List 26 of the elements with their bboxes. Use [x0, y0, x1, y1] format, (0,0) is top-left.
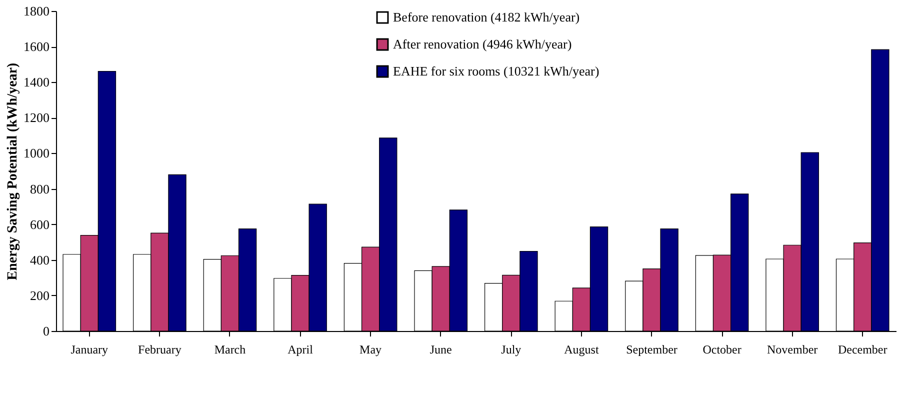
- y-tick-label: 600: [30, 216, 50, 232]
- legend-label: After renovation (4946 kWh/year): [393, 36, 572, 52]
- y-tick-label: 1800: [24, 4, 50, 18]
- y-tick-label: 200: [30, 288, 50, 303]
- y-axis-title: Energy Saving Potential (kWh/year): [6, 62, 20, 280]
- legend-label: EAHE for six rooms (10321 kWh/year): [393, 64, 600, 78]
- y-tick-label: 1400: [24, 74, 50, 90]
- x-tick-label: February: [138, 342, 182, 356]
- y-tick-label: 1000: [24, 146, 50, 161]
- x-tick-label: August: [564, 342, 600, 356]
- x-tick-label: June: [430, 342, 452, 356]
- y-tick-label: 0: [43, 324, 50, 338]
- x-tick-label: January: [70, 342, 108, 356]
- x-tick-label: December: [838, 342, 888, 356]
- x-tick-label: March: [214, 342, 246, 356]
- x-tick-label: May: [360, 342, 382, 356]
- y-tick-label: 1600: [24, 39, 50, 54]
- y-tick-label: 800: [30, 181, 50, 196]
- x-tick-label: July: [501, 342, 522, 356]
- y-tick-label: 400: [30, 252, 50, 268]
- x-tick-label: October: [702, 342, 742, 356]
- x-tick-label: September: [626, 342, 678, 356]
- x-tick-label: April: [288, 342, 314, 356]
- y-tick-label: 1200: [24, 110, 50, 126]
- legend-label: Before renovation (4182 kWh/year): [393, 10, 580, 24]
- x-tick-label: November: [766, 342, 818, 356]
